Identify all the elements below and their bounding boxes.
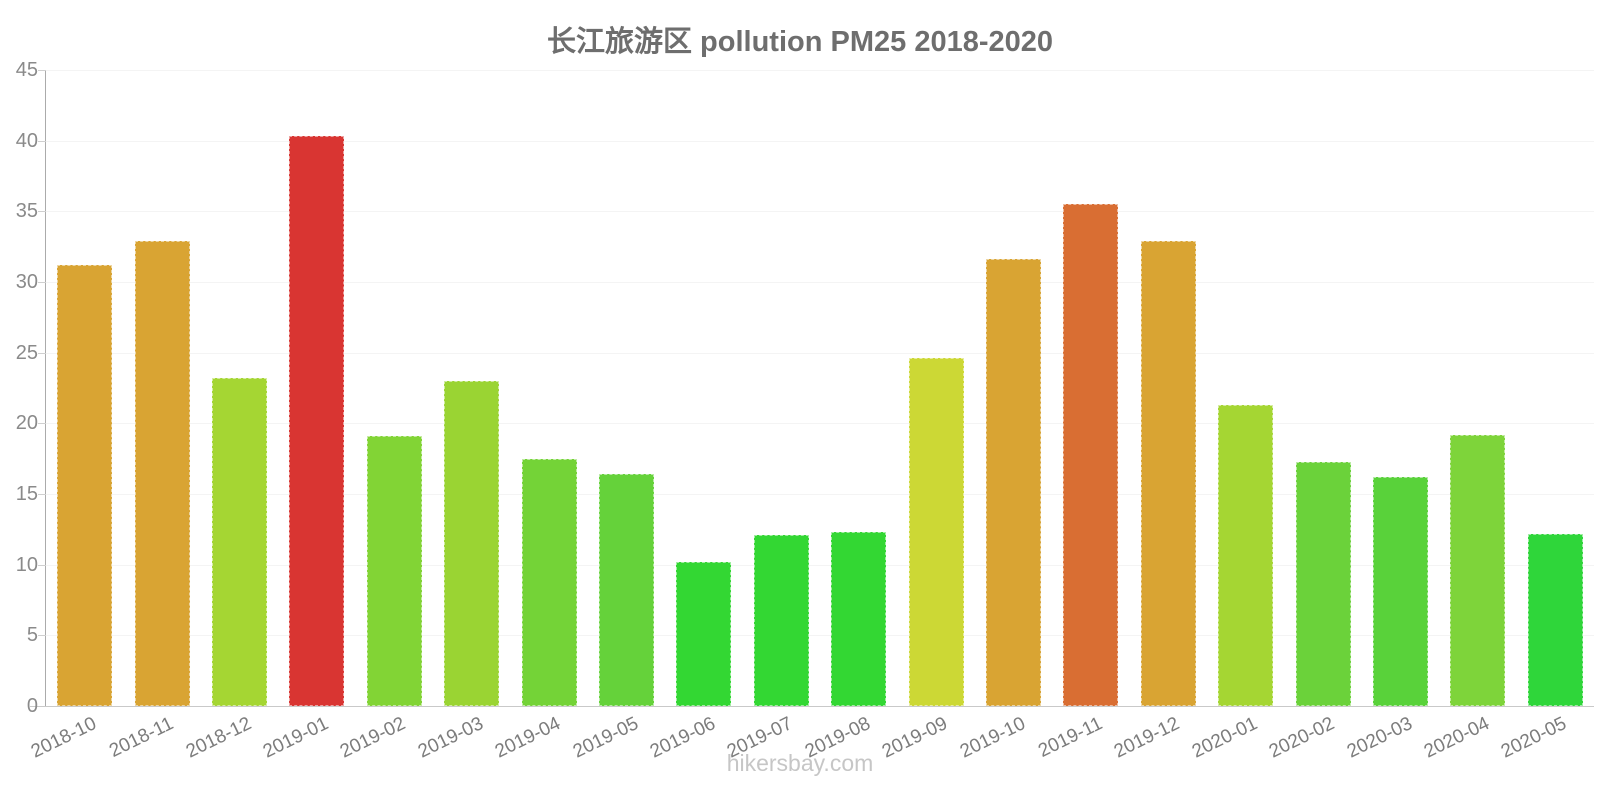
gridline-15 [46, 494, 1594, 495]
y-tick-mark-35 [38, 211, 46, 213]
bar-2018-12[interactable] [212, 378, 267, 706]
y-tick-label-25: 25 [15, 341, 38, 364]
gridline-25 [46, 352, 1594, 354]
y-tick-label-40: 40 [15, 129, 38, 152]
bar-2019-06[interactable] [676, 561, 732, 706]
bar-2019-10[interactable] [986, 259, 1041, 706]
gridline-40 [46, 140, 1594, 142]
bar-2019-01[interactable] [289, 136, 345, 706]
y-tick-label-35: 35 [15, 200, 38, 223]
y-tick-label-0: 0 [26, 695, 38, 717]
y-tick-mark-40 [38, 140, 46, 142]
gridline-45 [46, 70, 1594, 71]
y-tick-mark-5 [38, 635, 46, 637]
bar-2018-11[interactable] [134, 241, 190, 706]
bar-2020-01[interactable] [1218, 404, 1274, 706]
y-tick-mark-45 [38, 70, 46, 71]
bar-2019-03[interactable] [444, 380, 500, 706]
y-tick-mark-20 [38, 423, 46, 425]
y-tick-label-15: 15 [15, 483, 38, 505]
y-tick-mark-25 [38, 352, 46, 354]
gridline-30 [46, 282, 1594, 283]
bar-2019-07[interactable] [753, 535, 809, 706]
bar-2020-04[interactable] [1450, 434, 1506, 706]
x-axis-baseline [30, 706, 1594, 707]
bar-2020-05[interactable] [1527, 533, 1583, 706]
gridline-5 [46, 635, 1594, 637]
bar-2019-08[interactable] [831, 532, 887, 706]
y-axis-line [45, 70, 46, 706]
gridline-10 [46, 564, 1594, 566]
bar-2018-10[interactable] [57, 265, 113, 706]
bar-2019-11[interactable] [1063, 204, 1119, 706]
y-tick-label-45: 45 [15, 59, 38, 81]
y-tick-label-5: 5 [26, 624, 38, 647]
gridline-20 [46, 423, 1594, 425]
y-tick-label-30: 30 [15, 271, 38, 293]
y-tick-mark-10 [38, 564, 46, 566]
bar-2020-03[interactable] [1373, 477, 1428, 706]
bar-2020-02[interactable] [1295, 461, 1351, 706]
y-tick-mark-30 [38, 282, 46, 283]
watermark-footer: hikersbay.com [726, 750, 874, 776]
bar-2019-05[interactable] [599, 474, 654, 706]
chart-title: 长江旅游区 pollution PM25 2018-2020 [546, 26, 1053, 58]
bar-2019-02[interactable] [366, 436, 422, 706]
bar-2019-04[interactable] [521, 458, 577, 706]
y-tick-mark-15 [38, 494, 46, 495]
gridline-35 [46, 211, 1594, 213]
y-tick-label-20: 20 [15, 412, 38, 435]
plot-area [46, 70, 1594, 706]
bar-2019-09[interactable] [908, 358, 964, 706]
bar-2019-12[interactable] [1140, 241, 1196, 706]
y-tick-label-10: 10 [15, 553, 38, 576]
